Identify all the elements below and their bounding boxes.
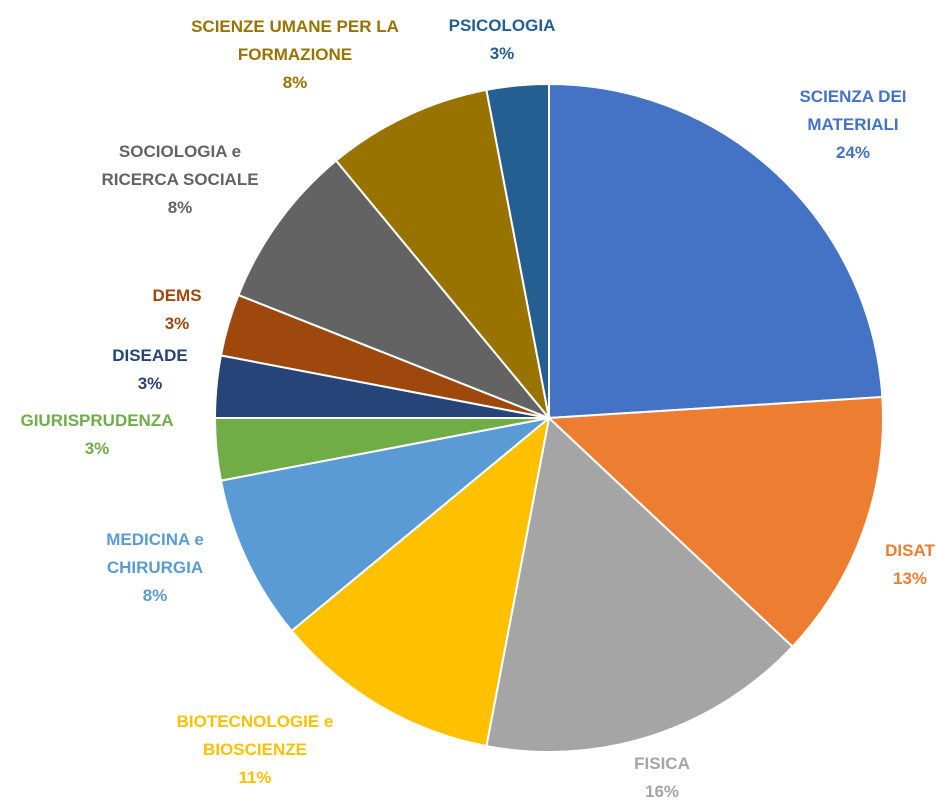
slice-label: FISICA 16% xyxy=(622,750,702,806)
value-label: 13% xyxy=(892,569,928,588)
pie-slice xyxy=(219,417,550,633)
category-label: BIOTECNOLOGIE e BIOSCIENZE xyxy=(176,712,334,759)
category-label: SCIENZE UMANE PER LA FORMAZIONE xyxy=(191,17,399,64)
category-label: DISEADE xyxy=(112,346,188,365)
pie-slice xyxy=(485,416,794,753)
category-label: FISICA xyxy=(634,754,690,773)
value-label: 24% xyxy=(835,143,871,162)
slice-label: PSICOLOGIA 3% xyxy=(432,12,572,68)
value-label: 3% xyxy=(137,374,163,393)
value-label: 16% xyxy=(644,782,680,801)
slice-label: DEMS 3% xyxy=(137,282,217,338)
slice-label: BIOTECNOLOGIE e BIOSCIENZE 11% xyxy=(155,708,355,792)
slice-label: DISAT 13% xyxy=(870,537,938,593)
pie-slice xyxy=(485,82,550,419)
category-label: PSICOLOGIA xyxy=(448,16,556,35)
category-label: SCIENZA DEI MATERIALI xyxy=(799,87,907,134)
category-label: MEDICINA e CHIRURGIA xyxy=(106,530,204,577)
value-label: 8% xyxy=(282,73,308,92)
category-label: SOCIOLOGIA e RICERCA SOCIALE xyxy=(101,142,259,189)
slice-label: DISEADE 3% xyxy=(95,342,205,398)
slice-label: MEDICINA e CHIRURGIA 8% xyxy=(80,526,230,610)
slice-label: SCIENZE UMANE PER LA FORMAZIONE 8% xyxy=(180,13,410,97)
value-label: 8% xyxy=(142,586,168,605)
pie-slice xyxy=(237,159,550,419)
value-label: 3% xyxy=(164,314,190,333)
pie-slice xyxy=(548,82,884,420)
slice-label: SCIENZA DEI MATERIALI 24% xyxy=(783,83,923,167)
value-label: 3% xyxy=(84,439,110,458)
pie-slice xyxy=(290,415,551,748)
pie-slice xyxy=(546,395,884,649)
category-label: DEMS xyxy=(152,286,202,305)
category-label: DISAT xyxy=(885,541,935,560)
category-label: GIURISPRUDENZA xyxy=(20,411,174,430)
slice-label: GIURISPRUDENZA 3% xyxy=(0,407,197,463)
value-label: 11% xyxy=(238,768,272,787)
pie-slice xyxy=(334,88,550,419)
value-label: 3% xyxy=(489,44,515,63)
slice-label: SOCIOLOGIA e RICERCA SOCIALE 8% xyxy=(90,138,270,222)
value-label: 8% xyxy=(167,198,193,217)
